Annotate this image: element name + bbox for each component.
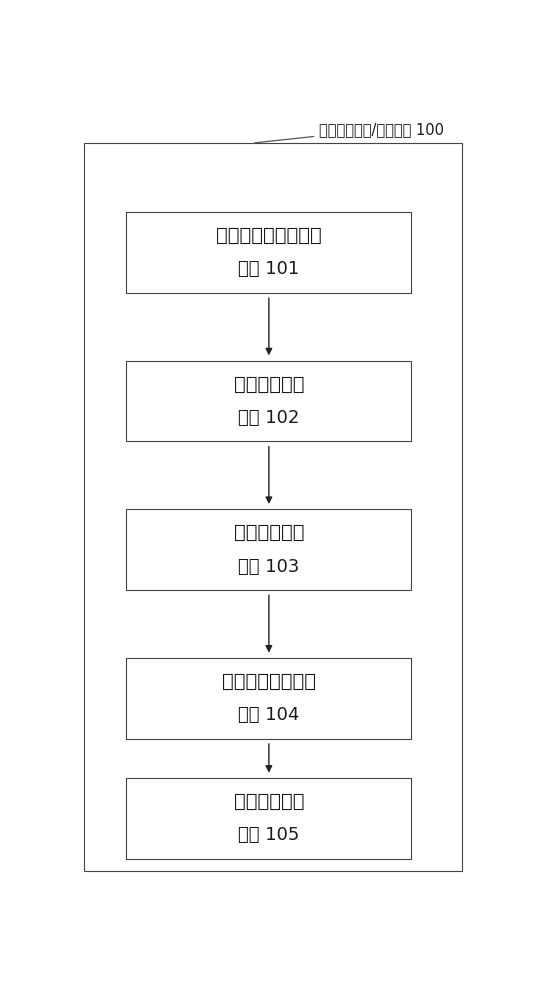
Text: 单元 101: 单元 101: [238, 260, 300, 278]
Text: 事件级别函数运算: 事件级别函数运算: [222, 672, 316, 691]
Text: 单元 103: 单元 103: [238, 558, 300, 576]
Text: 单元 105: 单元 105: [238, 826, 300, 844]
Bar: [126, 509, 412, 590]
Text: 事件自动定级/调级装置 100: 事件自动定级/调级装置 100: [255, 122, 444, 143]
Bar: [126, 658, 412, 739]
Text: 事件参数提取: 事件参数提取: [234, 523, 304, 542]
Bar: [126, 212, 412, 293]
Bar: [126, 361, 412, 441]
Text: 事件级别函数自定义: 事件级别函数自定义: [216, 226, 322, 245]
Text: 事件数据接收: 事件数据接收: [234, 375, 304, 394]
Text: 事件级别输出: 事件级别输出: [234, 792, 304, 811]
Bar: [126, 778, 412, 859]
Text: 单元 102: 单元 102: [238, 409, 300, 427]
Text: 单元 104: 单元 104: [238, 706, 300, 724]
